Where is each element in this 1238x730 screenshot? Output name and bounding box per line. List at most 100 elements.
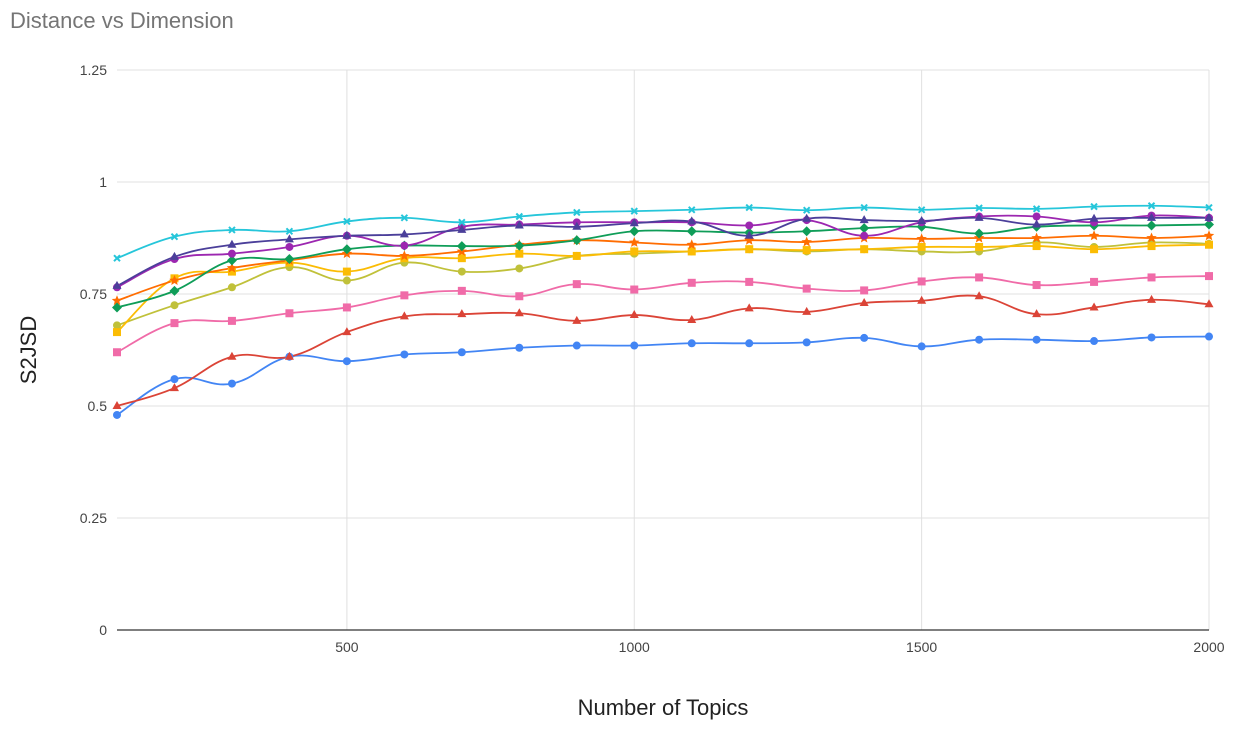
data-point	[111, 295, 123, 306]
data-point	[1147, 273, 1156, 282]
data-point	[974, 291, 984, 300]
data-point	[284, 234, 294, 243]
series-markers-5	[113, 240, 1213, 337]
data-point	[228, 226, 236, 234]
x-tick-label: 500	[335, 639, 359, 655]
data-point	[457, 309, 467, 318]
data-point	[399, 250, 410, 261]
data-point	[1090, 337, 1099, 346]
data-point	[1032, 212, 1041, 221]
data-point	[629, 236, 640, 247]
data-point	[801, 236, 812, 247]
data-point	[1204, 299, 1214, 308]
data-point	[226, 255, 237, 266]
data-point	[112, 280, 122, 289]
data-point	[113, 410, 121, 419]
data-point	[1147, 212, 1157, 221]
data-point	[688, 206, 696, 214]
data-point	[975, 242, 984, 251]
data-point	[687, 314, 697, 323]
data-point	[113, 254, 121, 262]
data-point	[400, 241, 409, 250]
data-point	[629, 226, 640, 237]
data-point	[745, 277, 754, 286]
data-point	[227, 316, 236, 325]
data-point-stroke	[1032, 205, 1041, 213]
data-point	[859, 223, 870, 234]
data-point	[170, 301, 179, 310]
data-point-stroke	[860, 203, 868, 212]
data-point	[801, 226, 812, 237]
data-point	[1147, 202, 1156, 210]
series-markers-3	[113, 272, 1213, 357]
data-point	[227, 379, 236, 388]
data-point	[342, 357, 351, 366]
data-point	[743, 234, 755, 245]
series-line-1	[116, 335, 1210, 416]
data-point	[227, 267, 236, 276]
y-tick-label: 0.75	[80, 286, 107, 302]
data-point	[515, 343, 524, 352]
data-point	[285, 227, 294, 235]
data-point-stroke	[285, 227, 294, 235]
data-point-stroke	[917, 206, 926, 214]
data-point	[860, 333, 869, 342]
data-point	[687, 247, 696, 256]
data-point-stroke	[745, 203, 753, 212]
data-point	[974, 212, 984, 221]
data-point	[170, 319, 179, 328]
data-point	[630, 341, 639, 350]
data-point	[802, 338, 811, 347]
data-point	[169, 251, 179, 260]
data-point	[514, 240, 525, 251]
data-point	[1203, 230, 1215, 241]
data-point-stroke	[1147, 202, 1156, 210]
data-point	[629, 218, 639, 227]
data-point	[1205, 332, 1213, 341]
data-point-stroke	[1205, 203, 1213, 212]
data-point	[169, 275, 180, 286]
y-tick-label: 0.25	[80, 510, 107, 526]
data-point	[113, 321, 121, 330]
data-point	[341, 244, 352, 255]
data-point	[1147, 333, 1156, 342]
data-point	[399, 311, 409, 320]
y-tick-label: 0	[99, 622, 107, 638]
data-point	[1147, 294, 1157, 303]
data-point	[572, 315, 582, 324]
data-point	[1088, 230, 1100, 241]
data-point	[1147, 242, 1156, 251]
data-point	[515, 264, 524, 273]
y-axis-title: S2JSD	[16, 316, 41, 384]
data-point	[227, 249, 236, 258]
data-point	[1032, 205, 1041, 213]
data-point	[170, 375, 179, 384]
data-point	[1205, 203, 1213, 212]
data-point-stroke	[400, 214, 409, 222]
series-line-2	[116, 294, 1210, 407]
y-tick-label: 1.25	[80, 62, 107, 78]
data-point	[744, 230, 754, 239]
data-point	[572, 221, 582, 230]
data-point	[802, 246, 811, 255]
data-point-stroke	[573, 208, 581, 217]
series-markers-9	[112, 212, 1214, 289]
y-tick-label: 1	[99, 174, 107, 190]
data-point	[400, 214, 409, 222]
data-point	[515, 249, 524, 258]
data-point	[802, 213, 812, 222]
data-point	[687, 339, 696, 348]
data-point	[1205, 272, 1213, 281]
data-point	[515, 292, 524, 301]
data-point	[859, 297, 869, 306]
data-point	[170, 232, 179, 241]
data-point-stroke	[802, 206, 811, 214]
data-point-stroke	[1090, 202, 1098, 211]
data-point	[226, 262, 238, 273]
data-point	[1090, 202, 1098, 211]
data-point	[514, 220, 524, 229]
data-point-stroke	[170, 232, 179, 241]
data-point	[687, 278, 696, 287]
data-points	[111, 202, 1215, 419]
